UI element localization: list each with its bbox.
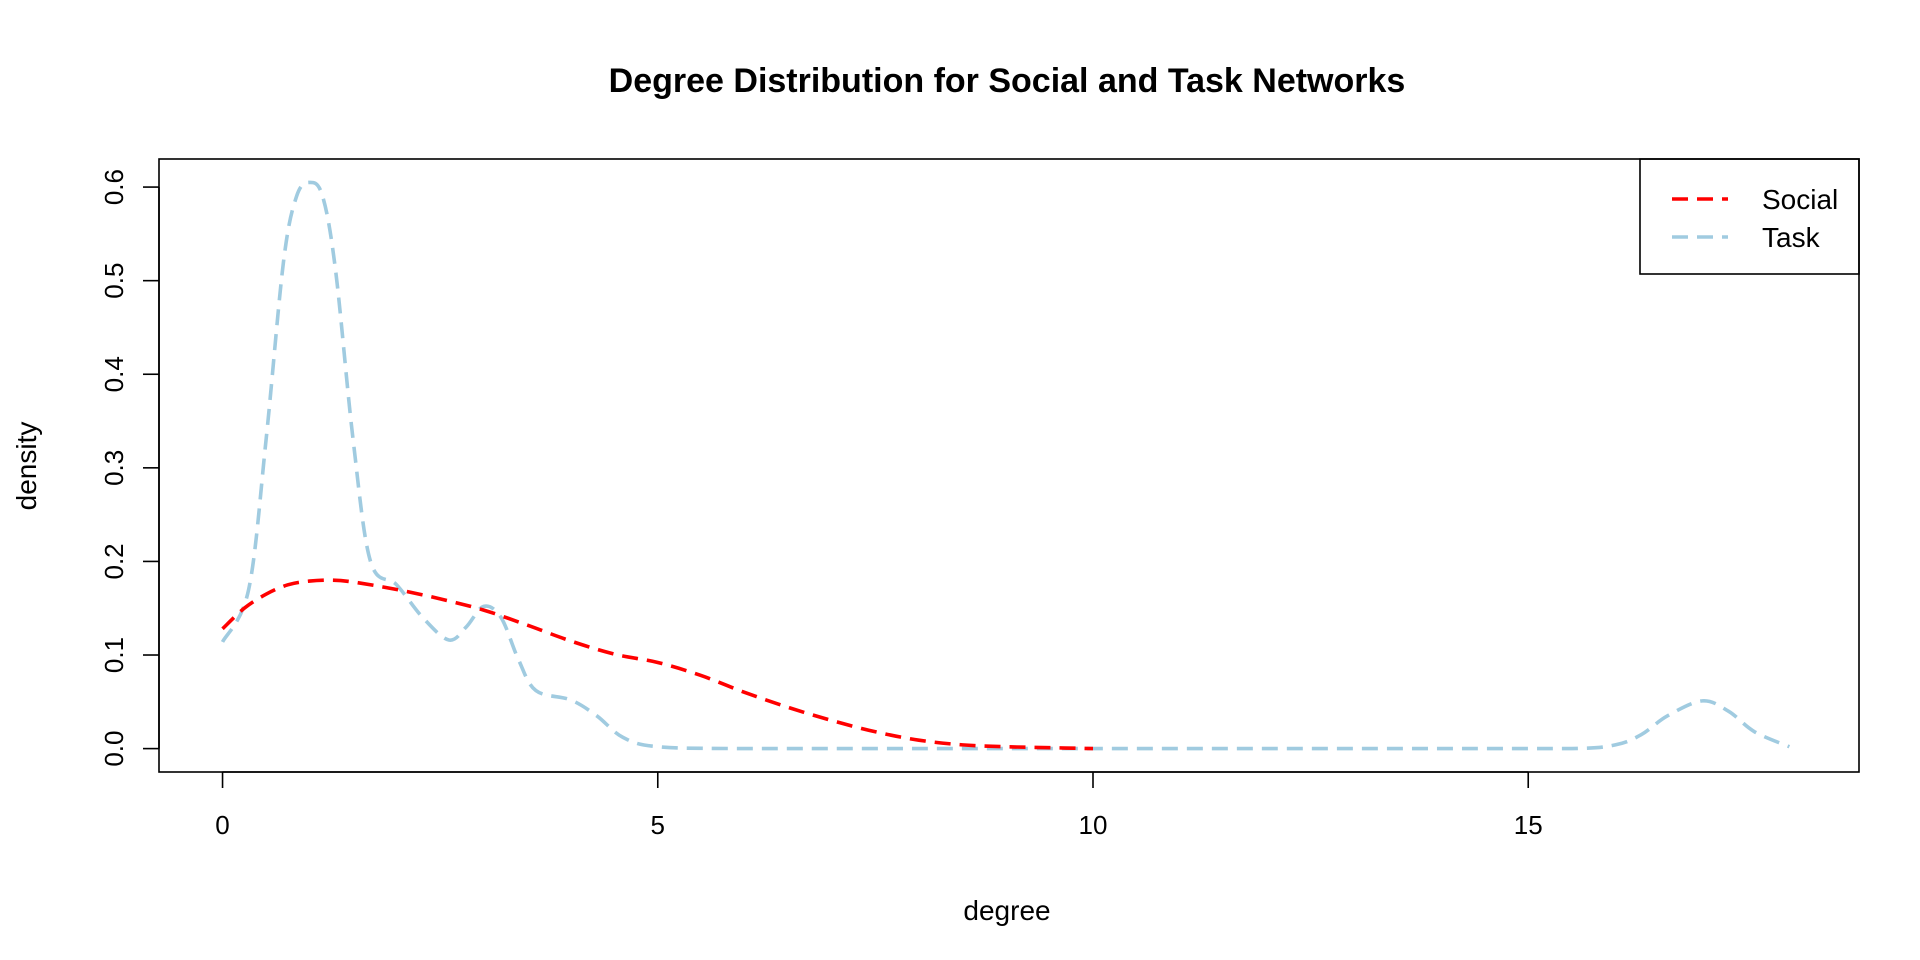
y-tick-label: 0.5: [99, 263, 129, 299]
legend-label-task: Task: [1762, 222, 1821, 253]
y-tick-label: 0.4: [99, 356, 129, 392]
y-tick-label: 0.2: [99, 543, 129, 579]
y-axis-label: density: [11, 422, 42, 511]
y-axis: 0.0 0.1 0.2 0.3 0.4 0.5 0.6: [99, 169, 160, 767]
y-tick-label: 0.3: [99, 450, 129, 486]
y-tick-label: 0.0: [99, 731, 129, 767]
legend-box: [1639, 158, 1860, 275]
x-tick-label: 15: [1514, 810, 1543, 840]
y-tick-label: 0.1: [99, 637, 129, 673]
y-tick-label: 0.6: [99, 169, 129, 205]
x-tick-label: 5: [651, 810, 665, 840]
legend: Social Task: [1639, 158, 1860, 275]
chart-title: Degree Distribution for Social and Task …: [609, 62, 1406, 100]
series-line-task: [220, 180, 1791, 751]
x-axis: 0 5 10 15: [215, 771, 1543, 840]
plot-frame: [158, 158, 1860, 773]
x-axis-label: degree: [963, 895, 1050, 926]
legend-items: Social Task: [1672, 184, 1838, 253]
legend-label-social: Social: [1762, 184, 1838, 215]
series-line-social: [221, 578, 1094, 751]
x-tick-label: 10: [1079, 810, 1108, 840]
x-tick-label: 0: [215, 810, 229, 840]
series-group: [220, 180, 1791, 751]
